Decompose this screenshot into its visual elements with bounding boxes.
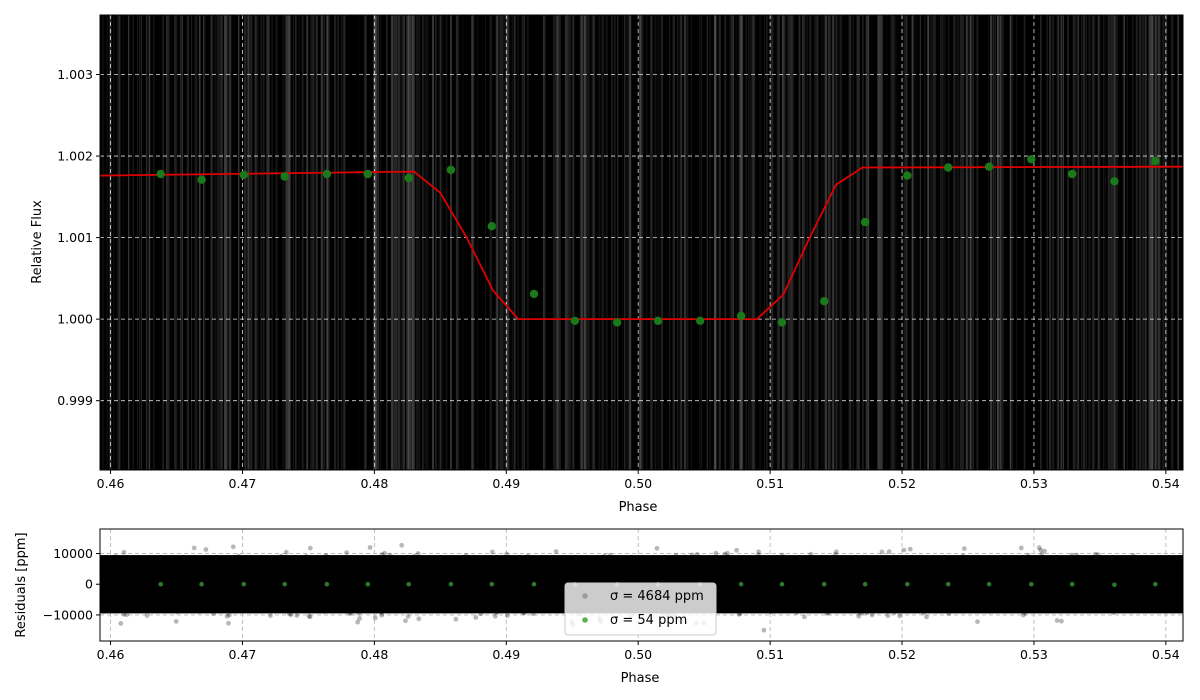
residual-binned-point [821,581,827,587]
legend-marker-binned [582,617,588,623]
y-tick-label: 1.001 [57,230,93,245]
residual-binned-point [945,581,951,587]
residual-binned-point [986,581,992,587]
binned-point [239,170,248,179]
x-tick-label: 0.47 [229,476,257,491]
x-tick-label: 0.48 [360,647,388,662]
binned-point [363,169,372,179]
binned-point [944,163,953,172]
x-tick-label: 0.49 [492,476,520,491]
residuals-x-axis-label: Phase [621,671,660,686]
residual-binned-point [158,581,163,587]
residual-binned-point [241,581,247,587]
x-tick-label: 0.53 [1020,647,1048,662]
x-tick-label: 0.50 [624,647,652,662]
residual-binned-point [1069,581,1075,587]
x-tick-label: 0.52 [888,476,916,491]
main-panel: 0.46 0.47 0.48 0.49 0.50 0.51 0.52 0.53 0.54 0.9… [30,14,1184,515]
binned-point [446,165,456,175]
main-y-ticks: 0.999 1.000 1.001 1.002 1.003 [57,67,100,408]
main-grid [100,15,1183,470]
residuals-y-axis-label: Residuals [ppm] [14,532,29,637]
binned-point [820,297,829,306]
y-tick-label: 1.003 [57,67,93,82]
raw-data-background [102,15,1180,470]
binned-point [529,289,539,299]
y-tick-label: 10000 [53,546,93,561]
x-tick-label: 0.53 [1020,476,1048,491]
main-axes-frame [99,14,1184,471]
binned-points-series [156,155,1160,327]
residuals-axes-frame [99,528,1184,642]
transit-model-series [100,165,1183,320]
binned-point [156,169,165,179]
main-y-axis-label: Relative Flux [30,200,45,284]
binned-point [1151,156,1160,166]
binned-point [404,173,413,183]
residual-binned-point [531,581,537,587]
y-tick-label: −10000 [43,607,93,622]
residuals-panel: 0.46 0.47 0.48 0.49 0.50 0.51 0.52 0.53 0.54 100… [14,528,1184,686]
binned-point [903,171,912,180]
x-tick-label: 0.52 [888,647,916,662]
binned-point [487,222,496,231]
binned-point [322,169,332,179]
binned-point [984,162,994,171]
residuals-x-ticks: 0.46 0.47 0.48 0.49 0.50 0.51 0.52 0.53 0.54 [97,641,1180,662]
binned-point [696,316,705,325]
x-tick-label: 0.54 [1152,647,1180,662]
main-x-axis-label: Phase [619,500,658,515]
transit-model-line [100,165,1183,320]
residual-binned-point [199,581,204,587]
residual-binned-point [406,581,412,587]
legend-label-raw: σ = 4684 ppm [610,589,704,604]
x-tick-label: 0.49 [492,647,520,662]
y-tick-label: 0 [85,577,93,592]
legend-box [564,582,717,636]
residuals-legend: σ = 4684 ppm σ = 54 ppm [564,582,717,636]
binned-point [1068,169,1077,179]
y-tick-label: 0.999 [57,393,93,408]
x-tick-label: 0.51 [756,476,784,491]
main-x-ticks: 0.46 0.47 0.48 0.49 0.50 0.51 0.52 0.53 0.54 [97,470,1180,491]
x-tick-label: 0.46 [97,476,125,491]
residual-binned-point [1112,582,1117,588]
x-tick-label: 0.46 [97,647,125,662]
binned-point [777,318,787,327]
legend-label-binned: σ = 54 ppm [610,613,687,628]
binned-point [612,318,622,327]
binned-point [736,311,746,321]
residual-binned-point [1153,581,1158,587]
legend-marker-raw [582,593,588,599]
residual-binned-point [448,581,454,587]
binned-point [280,172,289,181]
x-tick-label: 0.50 [624,476,652,491]
binned-point [1110,177,1119,186]
binned-point [653,316,663,325]
residual-binned-point [282,581,288,587]
binned-point [860,217,870,227]
binned-point [1027,155,1036,164]
x-tick-label: 0.54 [1152,476,1180,491]
residual-binned-point [365,581,371,587]
residuals-y-ticks: 10000 0 −10000 [43,546,100,622]
binned-point [197,175,206,184]
residual-binned-point [862,581,868,587]
residual-binned-point [905,581,910,587]
x-tick-label: 0.48 [360,476,388,491]
x-tick-label: 0.51 [756,647,784,662]
residual-binned-point [779,581,785,587]
residual-binned-point [324,581,330,587]
residual-binned-point [738,581,744,587]
residual-binned-point [1029,581,1034,587]
residual-binned-point [489,581,495,587]
x-tick-label: 0.47 [229,647,257,662]
y-tick-label: 1.002 [57,149,93,164]
binned-point [570,316,580,325]
y-tick-label: 1.000 [57,312,93,327]
